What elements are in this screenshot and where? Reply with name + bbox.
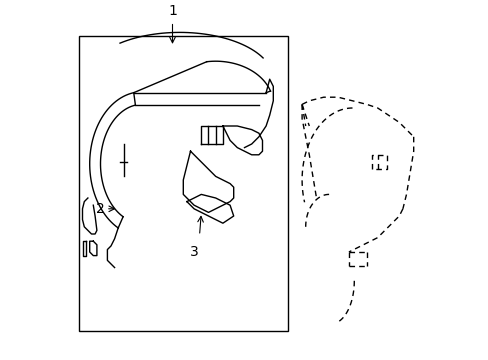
- Text: 3: 3: [189, 245, 198, 259]
- Text: 1: 1: [168, 4, 177, 18]
- Text: 2: 2: [96, 202, 104, 216]
